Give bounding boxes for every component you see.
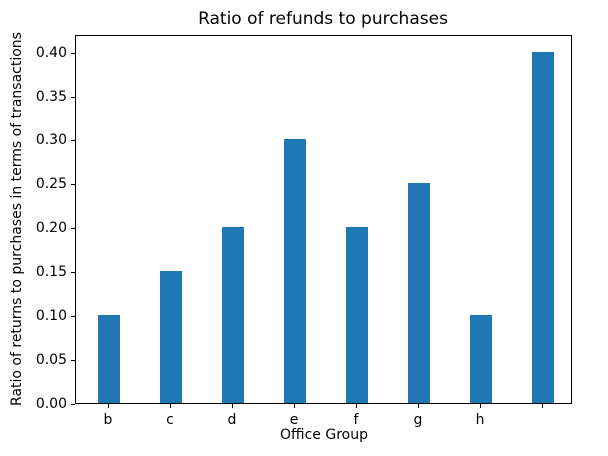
- y-tick-mark: [71, 140, 75, 141]
- y-tick-mark: [71, 272, 75, 273]
- x-tick-mark: [108, 404, 109, 408]
- y-tick-label: 0.05: [35, 352, 67, 368]
- bar-f: [346, 227, 368, 403]
- x-tick-label: e: [289, 412, 299, 428]
- y-tick-mark: [71, 228, 75, 229]
- bar-c: [160, 271, 182, 403]
- x-tick-label: d: [227, 412, 237, 428]
- x-tick-mark: [232, 404, 233, 408]
- bar-b: [98, 315, 120, 403]
- x-tick-mark: [170, 404, 171, 408]
- x-tick-label: h: [475, 412, 485, 428]
- x-tick-label: g: [413, 412, 423, 428]
- x-tick-label: f: [353, 412, 359, 428]
- x-tick-mark: [418, 404, 419, 408]
- x-tick-mark: [356, 404, 357, 408]
- bar-e: [284, 139, 306, 403]
- y-tick-label: 0.00: [35, 396, 67, 412]
- y-tick-label: 0.10: [35, 308, 67, 324]
- chart-title: Ratio of refunds to purchases: [198, 9, 448, 29]
- y-tick-mark: [71, 360, 75, 361]
- y-tick-label: 0.40: [35, 45, 67, 61]
- x-tick-mark: [542, 404, 543, 408]
- bar-g: [408, 183, 430, 403]
- x-tick-mark: [480, 404, 481, 408]
- y-tick-mark: [71, 97, 75, 98]
- plot-area: [75, 35, 572, 404]
- y-axis-label: Ratio of returns to purchases in terms o…: [9, 32, 25, 406]
- y-tick-label: 0.25: [35, 176, 67, 192]
- bar-h: [470, 315, 492, 403]
- bar-d: [222, 227, 244, 403]
- y-tick-mark: [71, 316, 75, 317]
- y-tick-mark: [71, 404, 75, 405]
- x-tick-label: b: [103, 412, 113, 428]
- y-tick-mark: [71, 184, 75, 185]
- y-tick-mark: [71, 53, 75, 54]
- x-axis-label: Office Group: [280, 427, 368, 443]
- y-tick-label: 0.20: [35, 220, 67, 236]
- y-tick-label: 0.35: [35, 89, 67, 105]
- bar-unlabeled: [532, 52, 554, 403]
- x-tick-label: c: [166, 412, 174, 428]
- y-tick-label: 0.30: [35, 132, 67, 148]
- y-tick-label: 0.15: [35, 264, 67, 280]
- x-tick-mark: [294, 404, 295, 408]
